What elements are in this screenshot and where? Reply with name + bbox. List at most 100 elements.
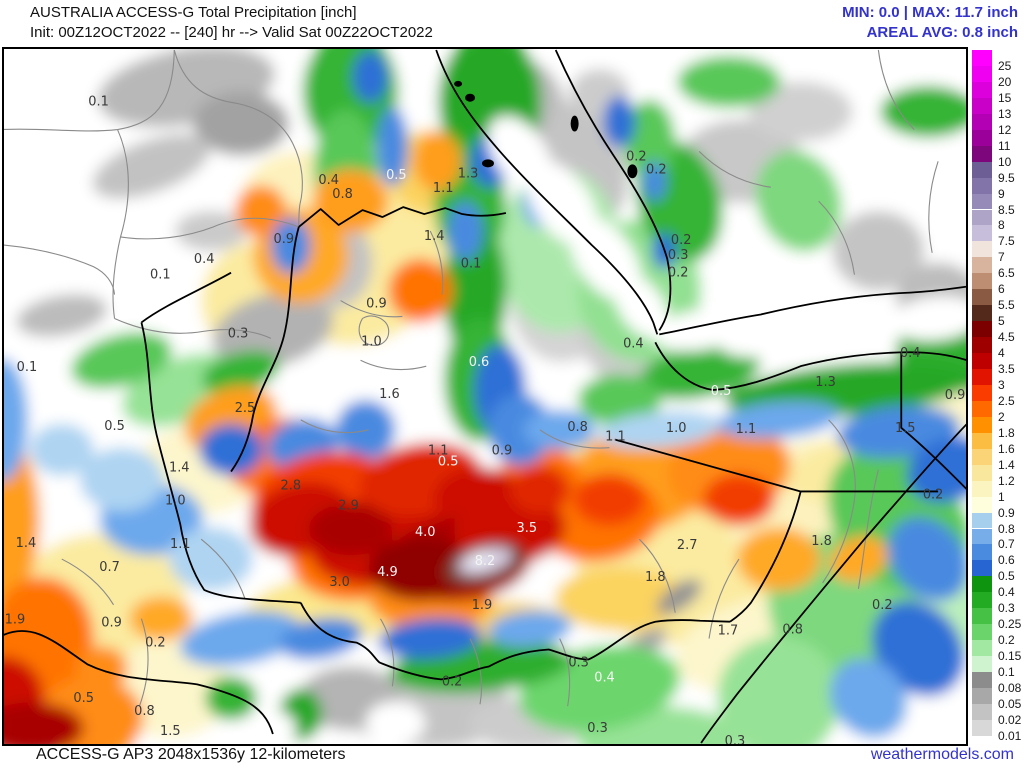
precip-value-label: 0.5 <box>104 419 125 434</box>
map-title: AUSTRALIA ACCESS-G Total Precipitation [… <box>30 4 357 21</box>
precip-value-label: 0.9 <box>366 297 387 312</box>
scale-band <box>972 592 992 609</box>
scale-band <box>972 640 992 657</box>
scale-tick-label: 0.8 <box>998 521 1015 536</box>
scale-tick-label: 12 <box>998 122 1012 137</box>
precip-value-label: 0.3 <box>587 721 608 736</box>
precip-value-label: 0.7 <box>99 560 120 575</box>
scale-tick-label: 2 <box>998 409 1005 424</box>
coastlines-borders <box>4 49 966 744</box>
scale-tick-label: 8.5 <box>998 202 1015 217</box>
scale-band <box>972 97 992 114</box>
areal-avg-stat: AREAL AVG: 0.8 inch <box>866 24 1018 41</box>
precip-value-label: 0.3 <box>568 655 589 670</box>
scale-tick-label: 9.5 <box>998 170 1015 185</box>
precip-value-label: 0.8 <box>567 420 588 435</box>
scale-band <box>972 209 992 226</box>
scale-tick-label: 8 <box>998 218 1005 233</box>
precip-value-label: 1.8 <box>645 570 666 585</box>
scale-band <box>972 177 992 194</box>
precip-value-label: 0.3 <box>725 734 746 744</box>
precip-field <box>4 49 966 744</box>
precip-value-label: 0.2 <box>872 598 893 613</box>
precip-value-label: 1.0 <box>361 334 382 349</box>
scale-tick-label: 3.5 <box>998 362 1015 376</box>
scale-tick-label: 4 <box>998 346 1005 361</box>
scale-band <box>972 305 992 322</box>
precip-value-label: 0.4 <box>594 670 615 685</box>
precip-value-label: 2.7 <box>677 538 698 553</box>
precip-value-label: 4.0 <box>415 525 436 540</box>
scale-tick-label: 9 <box>998 186 1005 201</box>
scale-tick-label: 11 <box>998 138 1011 153</box>
precip-value-label: 0.6 <box>469 355 490 370</box>
scale-band <box>972 560 992 577</box>
precip-value-label: 0.2 <box>442 674 463 689</box>
scale-band <box>972 656 992 673</box>
precip-value-label: 0.2 <box>668 266 689 281</box>
scale-band <box>972 432 992 449</box>
scale-tick-label: 20 <box>998 74 1012 89</box>
scale-tick-label: 7.5 <box>998 234 1015 249</box>
scale-tick-label: 2.5 <box>998 393 1015 408</box>
precip-value-label: 1.4 <box>169 461 190 476</box>
scale-tick-label: 0.15 <box>998 649 1022 664</box>
precip-value-label: 1.1 <box>433 181 454 196</box>
precip-value-label: 0.4 <box>318 173 339 188</box>
precip-value-label: 0.8 <box>134 704 155 719</box>
scale-tick-label: 0.3 <box>998 601 1015 616</box>
scale-band <box>972 193 992 210</box>
scale-band <box>972 624 992 641</box>
scale-band <box>972 448 992 465</box>
scale-band <box>972 337 992 354</box>
precip-value-label: 0.3 <box>668 248 689 263</box>
scale-band <box>972 400 992 417</box>
scale-band <box>972 496 992 513</box>
precip-value-label: 0.9 <box>492 444 513 459</box>
scale-band <box>972 161 992 178</box>
precip-value-label: 1.3 <box>815 375 836 390</box>
precip-value-label: 0.2 <box>646 162 667 177</box>
scale-band <box>972 129 992 146</box>
precip-value-label: 0.4 <box>194 252 215 267</box>
map-value-labels: 0.10.40.80.5 1.31.10.20.20.90.40.11.40.10… <box>5 95 966 744</box>
scale-tick-label: 0.08 <box>998 681 1022 695</box>
scale-band <box>972 384 992 401</box>
scale-tick-label: 0.2 <box>998 633 1015 648</box>
precip-value-label: 0.8 <box>332 187 353 202</box>
scale-band <box>972 688 992 704</box>
precip-value-label: 0.2 <box>145 636 166 651</box>
precip-value-label: 1.6 <box>379 387 400 402</box>
scale-tick-label: 6.5 <box>998 266 1015 281</box>
scale-tick-label: 0.02 <box>998 712 1022 727</box>
precip-value-label: 1.9 <box>5 613 26 628</box>
scale-band <box>972 369 992 385</box>
scale-tick-label: 0.1 <box>998 665 1015 680</box>
admin-borders <box>4 49 939 707</box>
precip-value-label: 0.5 <box>711 384 732 399</box>
precip-map: 0.1 0.4 0.8 0.5 1.3 1.1 0.2 0.2 0.9 0.4 0.1 1.4 0.1 0… <box>2 47 968 746</box>
precip-value-label: 0.1 <box>150 268 171 283</box>
scale-band <box>972 512 992 529</box>
scale-tick-label: 1.4 <box>998 457 1015 472</box>
header-stats: MIN: 0.0 | MAX: 11.7 inch AREAL AVG: 0.8… <box>842 3 1018 43</box>
scale-tick-label: 5.5 <box>998 298 1015 313</box>
precip-value-label: 0.5 <box>438 455 459 470</box>
color-scale: 25 20 15 13 12 11 10 9.5 9 8.5 8 7.5 7 6.5 6 5.5 5 4.5 4 3.… <box>972 50 1024 743</box>
weathermodels-link[interactable]: weathermodels.com <box>870 746 1014 763</box>
precip-value-label: 0.5 <box>386 168 407 183</box>
scale-tick-label: 1.6 <box>998 441 1015 456</box>
precip-value-label: 1.1 <box>736 422 757 437</box>
precip-value-label: 1.5 <box>895 421 916 436</box>
scale-tick-label: 15 <box>998 90 1012 105</box>
precip-value-label: 0.1 <box>17 360 38 375</box>
scale-band <box>972 608 992 625</box>
scale-tick-label: 1.8 <box>998 425 1015 440</box>
scale-tick-label: 7 <box>998 250 1005 265</box>
precip-value-label: 0.5 <box>73 691 94 706</box>
scale-band <box>972 353 992 369</box>
precip-value-label: 8.2 <box>475 554 496 569</box>
scale-band <box>972 480 992 497</box>
precip-value-label: 1.0 <box>666 421 687 436</box>
precip-value-label: 2.5 <box>235 401 256 416</box>
